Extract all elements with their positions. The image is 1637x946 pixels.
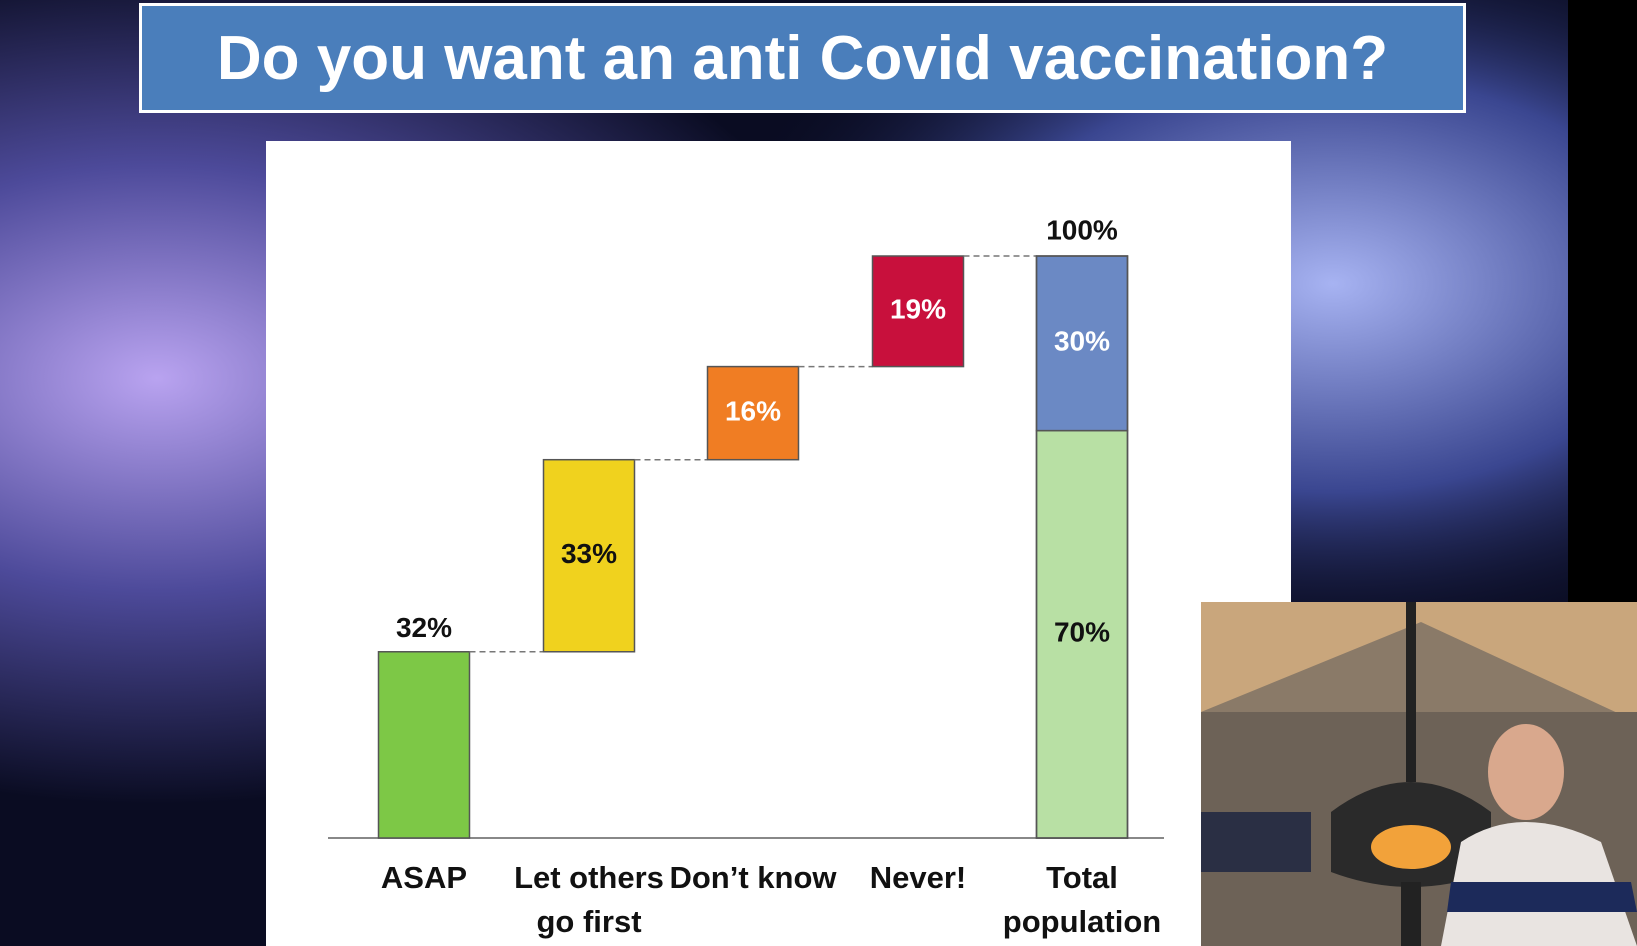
slide-title: Do you want an anti Covid vaccination? bbox=[139, 3, 1466, 113]
data-label: 70% bbox=[1054, 617, 1110, 648]
data-label: 100% bbox=[1046, 214, 1118, 245]
x-tick-label: ASAP bbox=[380, 860, 468, 895]
webcam-inset bbox=[1201, 602, 1637, 946]
x-tick-label: Total population bbox=[1002, 860, 1162, 939]
chart: 32% 33% 16% 19% 70% 30% 100% bbox=[328, 214, 1164, 839]
x-tick-label: Never! bbox=[869, 860, 967, 895]
data-label: 30% bbox=[1054, 326, 1110, 357]
bar bbox=[706, 365, 800, 461]
bar bbox=[871, 255, 965, 368]
data-label: 32% bbox=[396, 612, 452, 643]
chart-panel: 32% 33% 16% 19% 70% 30% 100% ASAP Let others go… bbox=[266, 141, 1291, 946]
x-tick-label: Let others go first bbox=[514, 860, 664, 939]
x-tick-label: Don’t know bbox=[669, 860, 837, 895]
bar bbox=[377, 651, 471, 839]
data-label: 16% bbox=[725, 396, 781, 427]
data-label: 19% bbox=[890, 294, 946, 325]
data-label: 33% bbox=[561, 538, 617, 569]
total-bar bbox=[1035, 255, 1129, 839]
bar bbox=[542, 458, 636, 653]
